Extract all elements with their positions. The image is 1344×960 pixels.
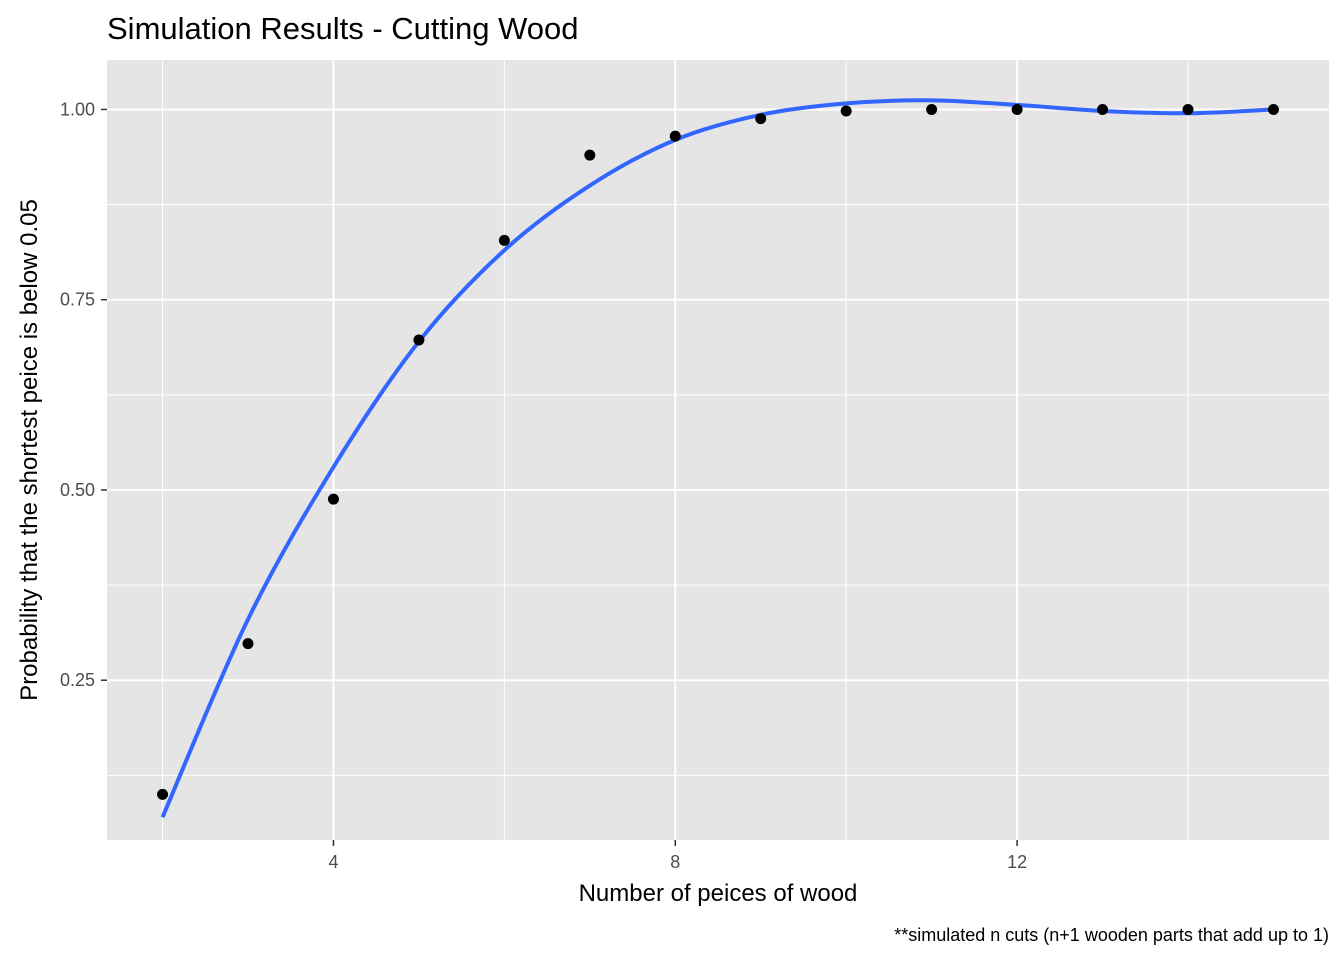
chart-title: Simulation Results - Cutting Wood (107, 11, 579, 46)
data-point (1267, 103, 1279, 115)
x-tick-label: 12 (1007, 852, 1027, 872)
data-points (157, 103, 1279, 800)
y-tick-label: 0.75 (60, 290, 95, 310)
y-tick-label: 1.00 (60, 99, 95, 119)
x-tick-label: 8 (670, 852, 680, 872)
data-point (584, 149, 596, 161)
data-point (327, 493, 339, 505)
y-tick-label: 0.25 (60, 670, 95, 690)
data-point (669, 130, 681, 142)
y-tick-label: 0.50 (60, 480, 95, 500)
data-point (926, 103, 938, 115)
data-point (498, 234, 510, 246)
major-gridlines (107, 60, 1329, 840)
data-point (1011, 103, 1023, 115)
x-axis-ticks: 4 8 12 (328, 840, 1027, 872)
y-axis-title: Probability that the shortest peice is b… (16, 199, 43, 701)
chart-caption: **simulated n cuts (n+1 wooden parts tha… (894, 925, 1329, 945)
data-point (1097, 103, 1109, 115)
x-axis-title: Number of peices of wood (579, 880, 858, 907)
y-axis-ticks: 0.25 0.50 0.75 1.00 (60, 99, 107, 690)
plot-panel (107, 60, 1329, 840)
smooth-trend-line (160, 98, 1274, 818)
data-point (157, 788, 169, 800)
data-point (755, 113, 767, 125)
minor-gridlines (107, 60, 1329, 840)
data-point (840, 105, 852, 117)
data-point (413, 334, 425, 346)
data-point (1182, 103, 1194, 115)
data-point (242, 638, 254, 650)
x-tick-label: 4 (328, 852, 338, 872)
